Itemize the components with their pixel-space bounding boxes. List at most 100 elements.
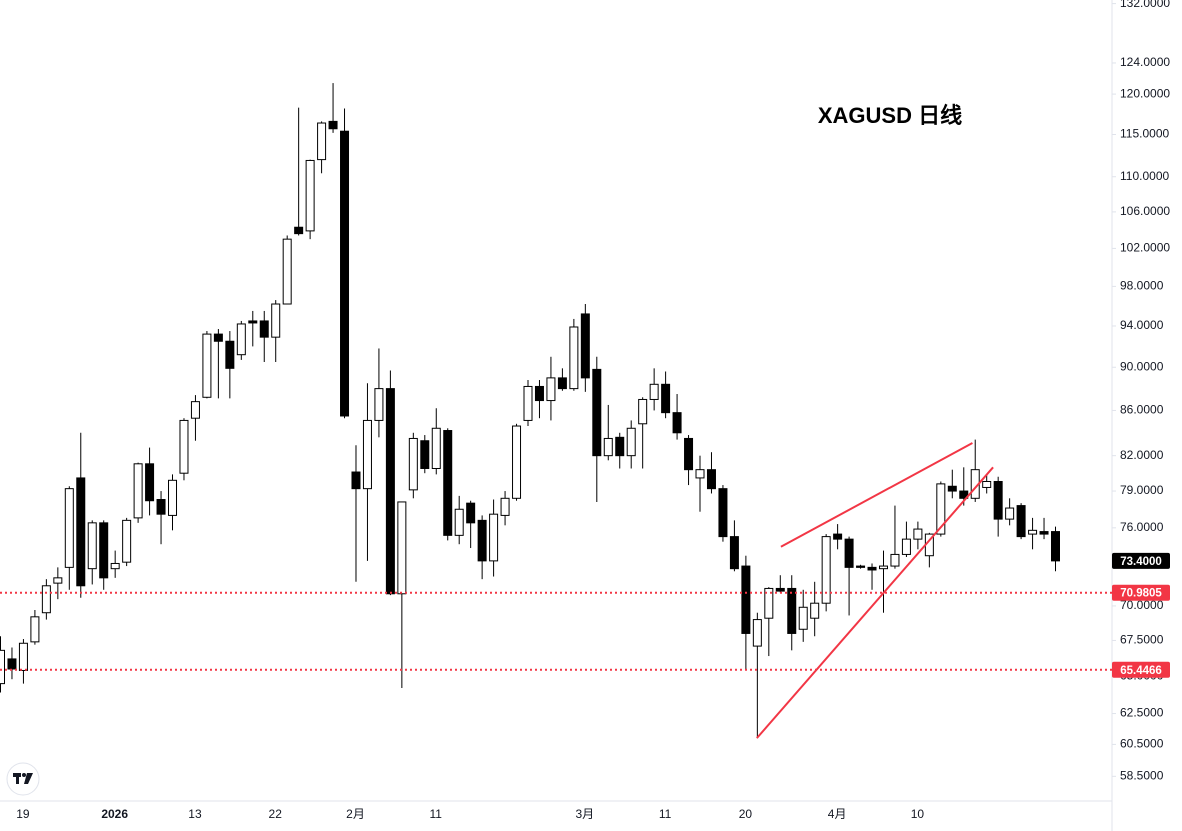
candle-body	[534, 385, 544, 402]
candle-body	[684, 437, 694, 471]
candle-body	[282, 238, 292, 305]
candle-body	[523, 385, 533, 421]
candle-body	[569, 326, 579, 390]
x-tick-label: 11	[430, 807, 443, 821]
candle-body	[466, 502, 476, 524]
candle-body	[294, 226, 304, 235]
trend-line	[756, 466, 994, 739]
candle-body	[638, 398, 648, 425]
candle-body	[901, 538, 911, 555]
candle-body	[557, 377, 567, 390]
candle-body	[110, 562, 120, 570]
candle-body	[752, 619, 762, 647]
x-tick-label: 2026	[101, 807, 128, 821]
y-tick-label: 90.0000	[1120, 359, 1164, 373]
candle-body	[408, 437, 418, 491]
candle-body	[856, 565, 866, 568]
price-badge-label: 73.4000	[1120, 556, 1162, 568]
candle-body	[225, 340, 235, 369]
candle-body	[706, 469, 716, 490]
candle-body	[810, 602, 820, 619]
candle-body	[133, 463, 143, 519]
candle-body	[890, 553, 900, 567]
candle-body	[7, 658, 17, 670]
candle-body	[844, 538, 854, 568]
candle-body	[41, 585, 51, 614]
x-tick-label: 11	[659, 807, 672, 821]
chart-title: XAGUSD 日线	[818, 103, 962, 128]
candle-body	[145, 463, 155, 502]
y-tick-label: 115.0000	[1120, 127, 1169, 141]
candle-body	[878, 565, 888, 570]
y-tick-label: 106.0000	[1120, 204, 1170, 218]
price-badge-label: 65.4466	[1120, 665, 1162, 677]
candle-body	[741, 565, 751, 634]
price-badge	[1112, 552, 1170, 569]
candle-body	[317, 122, 327, 161]
candle-body	[1005, 507, 1015, 520]
y-tick-label: 124.0000	[1120, 55, 1170, 69]
candle-body	[592, 368, 602, 457]
x-tick-label: 19	[16, 807, 30, 821]
candle-body	[512, 425, 522, 499]
trend-line	[780, 442, 973, 548]
candle-body	[259, 320, 269, 338]
candle-body	[695, 469, 705, 479]
candle-body	[649, 383, 659, 400]
candle-body	[947, 485, 957, 492]
candle-body	[362, 419, 372, 490]
candle-body	[546, 377, 556, 402]
candle-body	[1028, 529, 1038, 535]
candle-body	[626, 427, 636, 457]
candle-body	[76, 477, 86, 587]
candle-body	[1051, 531, 1060, 562]
candle-body	[397, 501, 407, 595]
candle-body	[936, 483, 946, 535]
candle-body	[729, 536, 739, 570]
candle-body	[64, 488, 74, 568]
candle-body	[1016, 505, 1026, 538]
candle-body	[959, 490, 969, 499]
price-badge	[1112, 661, 1170, 678]
candle-body	[156, 499, 166, 515]
x-tick-label: 13	[188, 807, 202, 821]
candle-body	[236, 323, 246, 356]
y-tick-label: 62.5000	[1120, 706, 1164, 720]
candle-body	[821, 536, 831, 604]
x-tick-label: 4月	[828, 807, 847, 821]
candle-body	[271, 303, 281, 338]
candle-body	[420, 440, 430, 469]
x-tick-label: 10	[911, 807, 925, 821]
y-tick-label: 120.0000	[1120, 86, 1170, 100]
candle-body	[168, 479, 178, 516]
candle-body	[99, 522, 109, 579]
marks	[0, 83, 1112, 739]
candle-body	[867, 566, 877, 571]
candle-body	[500, 497, 510, 516]
y-tick-label: 70.0000	[1120, 598, 1164, 612]
price-badge	[1112, 584, 1170, 601]
candle-body	[18, 642, 28, 671]
candle-body	[30, 616, 40, 643]
candle-body	[913, 528, 923, 540]
y-tick-label: 102.0000	[1120, 241, 1170, 255]
candle-body	[122, 519, 132, 563]
candle-body	[179, 419, 189, 474]
candle-body	[385, 388, 395, 595]
y-tick-label: 76.0000	[1120, 520, 1164, 534]
candle-body	[1039, 531, 1049, 535]
y-tick-label: 98.0000	[1120, 279, 1164, 293]
y-tick-label: 67.5000	[1120, 633, 1164, 647]
candle-body	[328, 120, 338, 130]
candle-body	[764, 587, 774, 619]
candle-body	[374, 388, 384, 421]
y-tick-label: 79.0000	[1120, 483, 1164, 497]
x-tick-label: 3月	[575, 807, 594, 821]
candle-body	[202, 333, 212, 398]
candle-body	[672, 412, 682, 434]
candle-body	[775, 587, 785, 592]
candle-body	[443, 430, 453, 536]
y-tick-label: 110.0000	[1120, 169, 1169, 183]
